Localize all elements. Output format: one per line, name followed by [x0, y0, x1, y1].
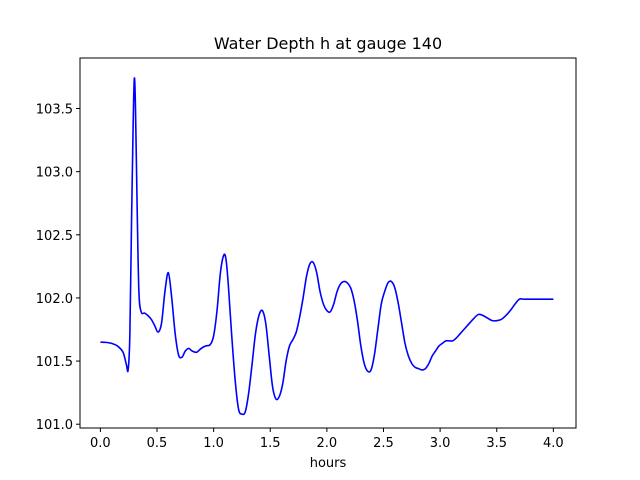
x-tick-label: 2.0	[317, 436, 338, 451]
x-tick-label: 0.0	[90, 436, 111, 451]
plot-frame	[79, 57, 577, 429]
x-tick-label: 0.5	[147, 436, 168, 451]
x-axis-label: hours	[310, 456, 347, 471]
y-tick-label: 103.5	[36, 103, 73, 118]
y-tick-label: 102.5	[36, 229, 73, 244]
x-tick-label: 1.5	[260, 436, 281, 451]
series-line	[100, 77, 554, 416]
y-tick-label: 101.0	[36, 418, 73, 433]
y-tick-label: 101.5	[36, 355, 73, 370]
y-axis: 101.0 101.5 102.0 102.5 103.0 103.5	[36, 103, 80, 433]
y-tick-label: 103.0	[36, 166, 73, 181]
x-tick-label: 3.0	[430, 436, 451, 451]
x-axis: 0.0 0.5 1.0 1.5 2.0 2.5 3.0 3.5 4.0	[90, 428, 564, 451]
chart-title: Water Depth h at gauge 140	[214, 34, 442, 53]
y-tick-label: 102.0	[36, 292, 73, 307]
x-tick-label: 1.0	[203, 436, 224, 451]
x-tick-label: 3.5	[486, 436, 507, 451]
x-tick-label: 2.5	[373, 436, 394, 451]
x-tick-label: 4.0	[543, 436, 564, 451]
